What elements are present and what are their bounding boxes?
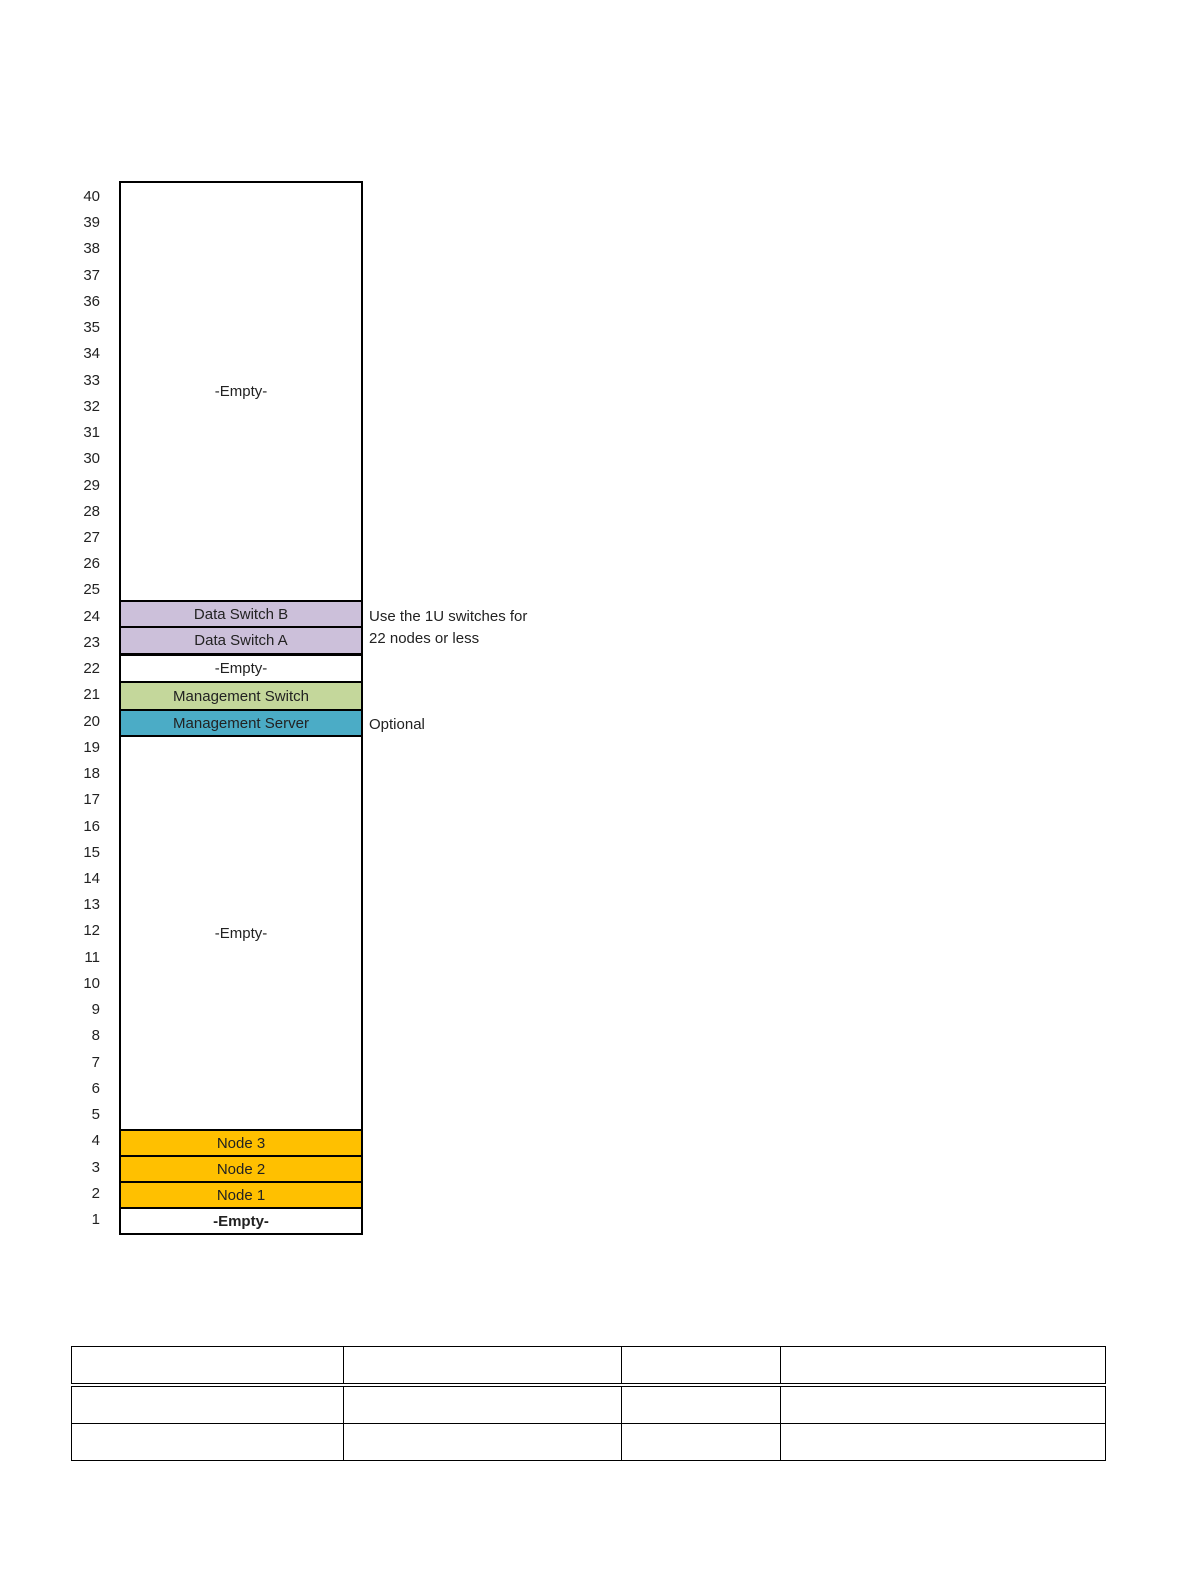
table-cell [780,1346,1106,1387]
table-cell [780,1423,1106,1461]
rack-slot: -Empty- [119,735,363,1131]
table-row [71,1384,1106,1424]
unit-label: 20 [83,712,100,730]
unit-label: 40 [83,188,100,205]
unit-label: 39 [83,214,100,232]
note: Use the 1U switches for 22 nodes or less [369,606,527,650]
table-cell [343,1346,622,1387]
unit-label: 30 [83,450,100,468]
unit-label: 24 [83,607,100,625]
unit-label: 36 [83,292,100,310]
slot-label: Data Switch A [194,632,288,649]
rack-slot: Node 3 [119,1129,363,1157]
rack-slot: Management Server [119,709,363,737]
unit-label: 17 [83,791,100,809]
unit-label: 32 [83,397,100,415]
rack-slot: -Empty- [119,181,363,602]
slot-label: -Empty- [214,924,268,942]
rack-slot: Node 1 [119,1181,363,1209]
slot-label: Node 2 [216,1160,266,1178]
table-cell [780,1384,1106,1424]
unit-label: 28 [83,502,100,520]
slot-label: Management Server [173,714,309,732]
table-cell [621,1346,781,1387]
unit-label: 22 [83,660,100,678]
unit-label: 1 [91,1211,100,1228]
table-cell [71,1384,344,1424]
unit-label: 7 [91,1053,100,1071]
rack-slot: Node 2 [119,1155,363,1183]
unit-label: 4 [91,1132,100,1150]
slot-label: Node 1 [216,1186,266,1204]
unit-label: 23 [83,633,100,651]
rack-slot: -Empty- [119,1207,363,1235]
slot-label: Data Switch B [193,605,289,623]
unit-label: 14 [83,870,100,887]
unit-label: 15 [83,843,100,861]
unit-label: 16 [83,817,100,835]
unit-label: 11 [84,948,100,966]
unit-label: 26 [83,555,100,573]
table-cell [343,1384,622,1424]
rack-slot: Data Switch A [119,626,363,655]
unit-label: 19 [83,738,100,756]
unit-label: 6 [91,1079,100,1097]
unit-label: 31 [83,424,100,442]
rack-slot: Management Switch [119,681,363,711]
unit-label: 38 [83,240,100,258]
unit-label: 33 [83,371,100,389]
unit-label: 29 [83,476,100,494]
slot-label: -Empty- [214,660,268,677]
slot-label: -Empty- [213,1212,269,1230]
note-line: Use the 1U switches for [369,608,528,625]
note-line: Optional [369,716,425,733]
slot-label: Node 3 [216,1134,266,1152]
slot-label: Management Switch [173,687,309,705]
unit-label: 34 [83,345,100,363]
unit-label: 3 [91,1158,100,1176]
table-cell [71,1423,344,1461]
table-cell [343,1423,622,1461]
unit-label: 9 [91,1001,100,1019]
unit-label: 18 [83,765,100,783]
unit-label: 12 [83,922,100,940]
unit-label: 10 [83,974,100,992]
table-cell [621,1423,781,1461]
unit-label: 13 [83,896,100,914]
table-row [71,1423,1106,1461]
unit-label: 2 [91,1184,100,1202]
table-cell [621,1384,781,1424]
note: Optional [369,714,425,736]
unit-label: 8 [91,1027,100,1045]
unit-label: 37 [83,266,100,284]
unit-label: 27 [83,529,100,546]
unit-label: 21 [83,686,100,704]
table-header-row [71,1346,1106,1387]
rack-slot: -Empty- [119,654,363,683]
rack-slot: Data Switch B [119,600,363,628]
table-cell [71,1346,344,1387]
slot-label: -Empty- [214,383,268,400]
note-line: 22 nodes or less [369,630,480,647]
unit-label: 35 [83,319,100,337]
empty-table [71,1346,1106,1461]
unit-label: 5 [91,1106,100,1124]
unit-label: 25 [83,581,100,599]
